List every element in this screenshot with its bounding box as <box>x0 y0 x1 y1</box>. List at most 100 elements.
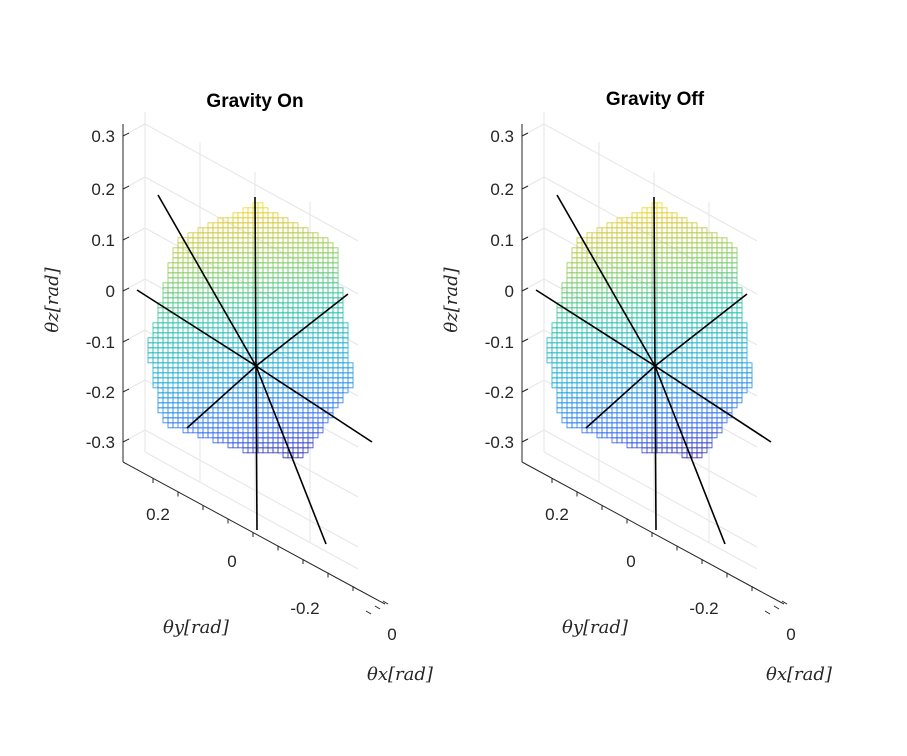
surface-mesh-cells <box>646 252 653 259</box>
surface-mesh-cells <box>691 452 698 459</box>
surface-mesh-cells <box>232 432 239 439</box>
surface-mesh-cells <box>257 232 264 239</box>
surface-mesh-cells <box>272 392 279 399</box>
radial-line <box>535 289 656 367</box>
z-tick-mark <box>122 287 130 292</box>
surface-mesh-cells <box>696 452 703 459</box>
surface-mesh-cells <box>297 292 304 299</box>
surface-mesh-cells <box>591 237 598 244</box>
radial-line <box>255 365 258 531</box>
surface-mesh-cells <box>232 262 309 279</box>
surface-mesh-cells <box>601 217 678 234</box>
surface-mesh-cells <box>631 297 638 304</box>
surface-mesh-cells <box>606 257 613 264</box>
surface-mesh-cells <box>646 307 653 314</box>
surface-mesh-cells <box>656 202 663 209</box>
surface-mesh-cells <box>661 207 668 214</box>
surface-mesh-cells <box>287 272 294 279</box>
surface-mesh-cells <box>611 407 618 414</box>
surface-mesh-cells <box>611 307 618 314</box>
surface-mesh-cells <box>237 427 314 444</box>
z-tick-label: -0.2 <box>485 383 514 402</box>
surface-mesh-cells <box>656 232 663 239</box>
surface-mesh-cells <box>262 447 269 454</box>
surface-mesh-cells <box>192 242 269 259</box>
surface-mesh-cells <box>571 312 728 339</box>
surface-mesh-cells <box>302 242 309 249</box>
surface-mesh-cells <box>631 237 638 244</box>
surface-mesh-cells <box>606 307 613 314</box>
subplot-2: Gravity Off 0.3 0.2 0.1 0 -0.1 -0.2 -0.3 0.2 0 -0.… <box>441 89 833 685</box>
radial-line <box>585 365 656 429</box>
surface-mesh-cells <box>232 237 239 244</box>
radial-line <box>254 196 257 367</box>
surface-mesh-cells <box>641 307 648 314</box>
surface-mesh-cells <box>222 227 229 234</box>
surface-mesh-cells <box>277 242 284 249</box>
y-axis-label: θy[rad] <box>562 617 629 638</box>
y-axis-line <box>521 461 759 591</box>
surface-mesh-cells <box>676 277 683 284</box>
surface-mesh-cells <box>262 432 269 439</box>
surface-mesh-cells <box>207 232 284 249</box>
surface-mesh-cells <box>631 312 638 319</box>
surface-mesh-cells <box>646 227 653 234</box>
surface-mesh-cells <box>172 337 329 364</box>
surface-mesh-cells <box>701 447 708 454</box>
z-tick-mark <box>521 185 529 190</box>
surface-mesh-cells <box>641 442 648 449</box>
z-tick-label: 0.2 <box>490 180 514 199</box>
surface-mesh-cells <box>571 402 728 429</box>
surface-mesh-cells <box>621 277 628 284</box>
surface-mesh-cells <box>646 447 653 454</box>
z-axis: 0.3 0.2 0.1 0 -0.1 -0.2 -0.3 <box>86 127 130 452</box>
surface-mesh-cells <box>202 267 209 274</box>
surface-mesh-cells <box>626 432 633 439</box>
surface-mesh-cells <box>222 282 299 299</box>
surface-mesh-cells <box>287 432 294 439</box>
y-tick-label: 0.2 <box>545 505 569 524</box>
surface <box>147 202 354 459</box>
surface-mesh-cells <box>247 207 254 214</box>
surface-mesh-cells <box>257 207 264 214</box>
surface-mesh-cells <box>242 437 249 444</box>
surface-mesh-cells <box>561 392 718 419</box>
surface-mesh-cells <box>631 237 708 254</box>
surface-mesh-cells <box>571 337 728 364</box>
surface-mesh-cells <box>272 252 279 259</box>
floor-grid-line <box>543 451 758 570</box>
surface-mesh-cells <box>212 382 254 394</box>
surface-mesh-cells <box>262 222 269 229</box>
surface-mesh-cells <box>581 377 738 404</box>
surface-mesh-cells <box>282 227 289 234</box>
surface-mesh-cells <box>292 452 299 459</box>
chart-title: Gravity On <box>206 91 303 112</box>
surface-mesh-cells <box>591 277 598 284</box>
radial-line <box>556 194 656 367</box>
x-tick-mark <box>781 600 788 605</box>
surface-mesh-cells <box>242 442 249 449</box>
surface-mesh-cells <box>212 307 219 314</box>
surface-mesh-cells <box>716 427 723 434</box>
surface-mesh-cells <box>217 407 224 414</box>
y-tick-label: 0 <box>227 552 236 571</box>
x-axis-label: θx[rad] <box>766 664 833 685</box>
z-grid-line <box>543 123 758 242</box>
surface-mesh-cells <box>676 242 683 249</box>
radial-line <box>255 365 327 545</box>
radial-line <box>157 194 257 367</box>
axes-box <box>122 124 386 605</box>
radial-line <box>654 365 657 531</box>
surface-mesh-cells <box>636 427 713 444</box>
surface-mesh-cells <box>666 257 673 264</box>
surface-mesh-cells <box>626 277 633 284</box>
surface-mesh-cells <box>197 422 204 429</box>
surface-mesh-cells <box>616 407 623 414</box>
surface-mesh-cells <box>202 297 209 304</box>
surface-mesh-cells <box>227 292 234 299</box>
surface-mesh-cells <box>232 297 239 304</box>
y-tick-label: -0.2 <box>290 599 319 618</box>
surface-mesh-cells <box>202 222 279 239</box>
surface-mesh-cells <box>671 252 678 259</box>
surface-mesh-cells <box>217 272 224 279</box>
